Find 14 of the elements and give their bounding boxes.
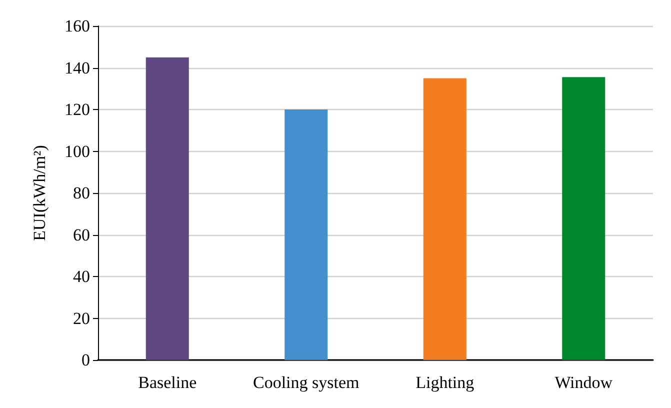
x-tick-label: Window: [554, 373, 614, 392]
y-tick-label: 160: [64, 16, 90, 36]
x-tick-label: Baseline: [138, 373, 197, 392]
x-tick-label: Lighting: [416, 373, 475, 392]
y-tick-label: 100: [64, 142, 90, 161]
y-tick-label: 120: [64, 100, 90, 119]
y-tick-label: 80: [73, 184, 90, 202]
x-tick-label: Cooling system: [252, 373, 360, 392]
y-tick-label: 40: [73, 267, 90, 286]
y-tick-label: 60: [73, 225, 90, 244]
y-tick-label: 140: [64, 58, 90, 78]
y-tick-label: 0: [82, 350, 90, 370]
y-tick-label: 20: [73, 308, 90, 328]
y-axis-title: EUI(kWh/m²): [30, 145, 49, 241]
